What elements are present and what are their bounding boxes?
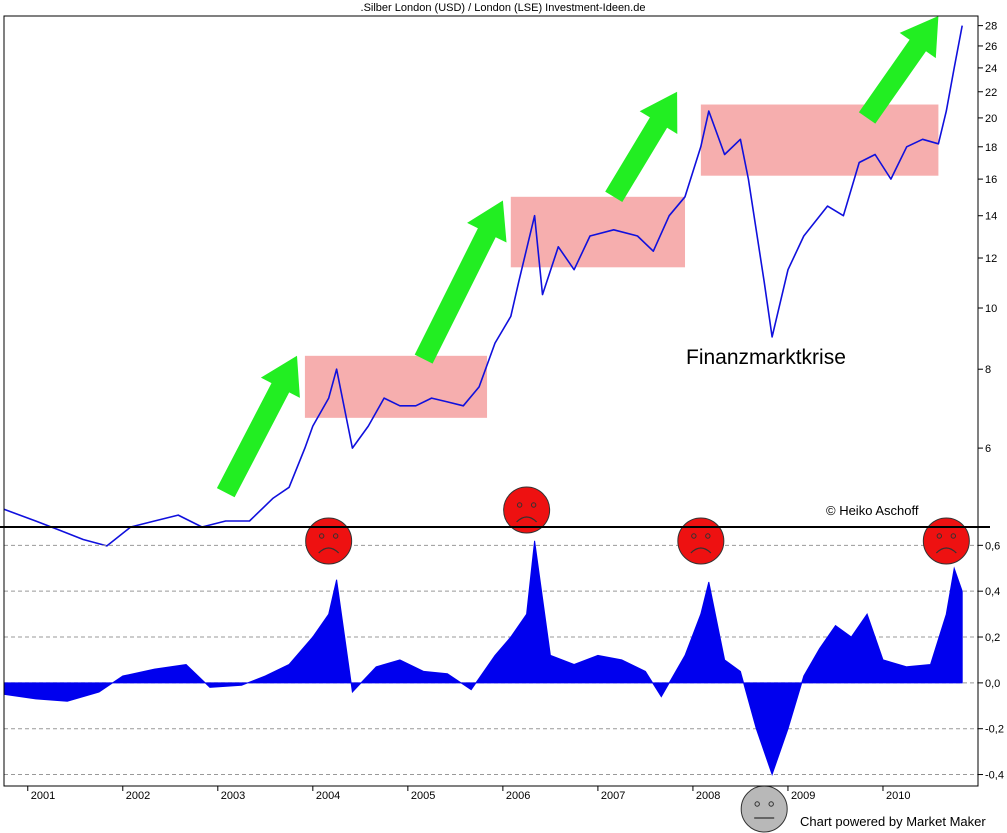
time-axis-tick-label: 2006 [506,790,530,802]
sad-smiley-icon [503,486,551,534]
price-axis-tick-label: 18 [985,142,997,154]
sad-smiley-icon [922,517,970,565]
neutral-smiley-icon [740,785,788,833]
smiley-face [677,517,725,565]
oscillator-axis-tick-label: -0,2 [985,724,1004,736]
smiley-face [740,785,788,833]
time-axis-tick-label: 2001 [31,790,55,802]
price-axis-tick-label: 8 [985,364,991,376]
time-axis-tick-label: 2010 [886,790,910,802]
price-axis-tick-label: 28 [985,21,997,33]
time-axis-tick-label: 2005 [411,790,435,802]
smiley-eye [950,533,957,539]
price-axis-tick-label: 24 [985,63,997,75]
sad-smiley-icon [305,517,353,565]
consolidation-box-2 [510,196,686,268]
annotation-finanzmarktkrise: Finanzmarktkrise [686,346,846,369]
smiley-face [922,517,970,565]
consolidation-box-3 [700,104,939,176]
smiley-eye [705,533,711,539]
sad-smiley-icon [677,517,725,565]
smiley-eye [754,801,760,807]
oscillator-axis-tick-label: 0,2 [985,632,1000,644]
consolidation-box-1 [304,355,488,418]
smiley-eye [530,502,537,508]
smiley-eye [318,533,325,539]
oscillator-area [3,540,963,777]
price-axis-tick-label: 6 [985,443,991,455]
price-axis-tick-label: 16 [985,174,997,186]
silver-price-line [3,25,963,547]
price-axis-tick-label: 10 [985,303,997,315]
trend-arrow-3 [605,91,678,202]
smiley-eye [691,533,697,539]
price-axis-tick-label: 20 [985,113,997,125]
smiley-mouth [516,516,538,523]
oscillator-axis-tick-label: 0,6 [985,540,1000,552]
price-axis-tick-label: 14 [985,211,997,223]
time-axis-tick-label: 2009 [791,790,815,802]
copyright-text: © Heiko Aschoff [826,503,919,518]
time-axis-tick-label: 2007 [601,790,625,802]
price-axis-tick-label: 26 [985,41,997,53]
smiley-eye [516,502,523,508]
price-axis-tick-label: 12 [985,253,997,265]
oscillator-panel [3,540,978,777]
smiley-face [503,486,551,534]
chart-title: .Silber London (USD) / London (LSE) Inve… [361,2,646,14]
oscillator-axis-tick-label: 0,4 [985,586,1000,598]
time-axis-tick-label: 2003 [221,790,245,802]
oscillator-axis-tick-label: 0,0 [985,678,1000,690]
smiley-mouth [935,547,957,554]
time-axis-tick-label: 2008 [696,790,720,802]
smiley-eye [936,533,943,539]
oscillator-axis-tick-label: -0,4 [985,770,1004,782]
trend-arrow-1 [216,355,300,498]
trend-arrow-4 [858,16,939,124]
chart-frame: 6 8 10 12 14 16 18 20 22 24 26 28 0,6 0,4 0,2 0,0 -0,2 -0… [0,15,1004,833]
trend-arrow-2 [414,200,507,364]
price-axis-tick-label: 22 [985,87,997,99]
footer-credit: Chart powered by Market Maker [800,814,986,829]
time-axis-tick-label: 2004 [316,790,340,802]
time-axis-tick-label: 2002 [126,790,150,802]
smiley-eye [768,801,774,807]
smiley-face [305,517,353,565]
price-panel [3,16,963,547]
smiley-eye [332,533,339,539]
smiley-mouth [318,547,340,554]
smiley-mouth [690,547,712,554]
plot-border [3,15,979,787]
